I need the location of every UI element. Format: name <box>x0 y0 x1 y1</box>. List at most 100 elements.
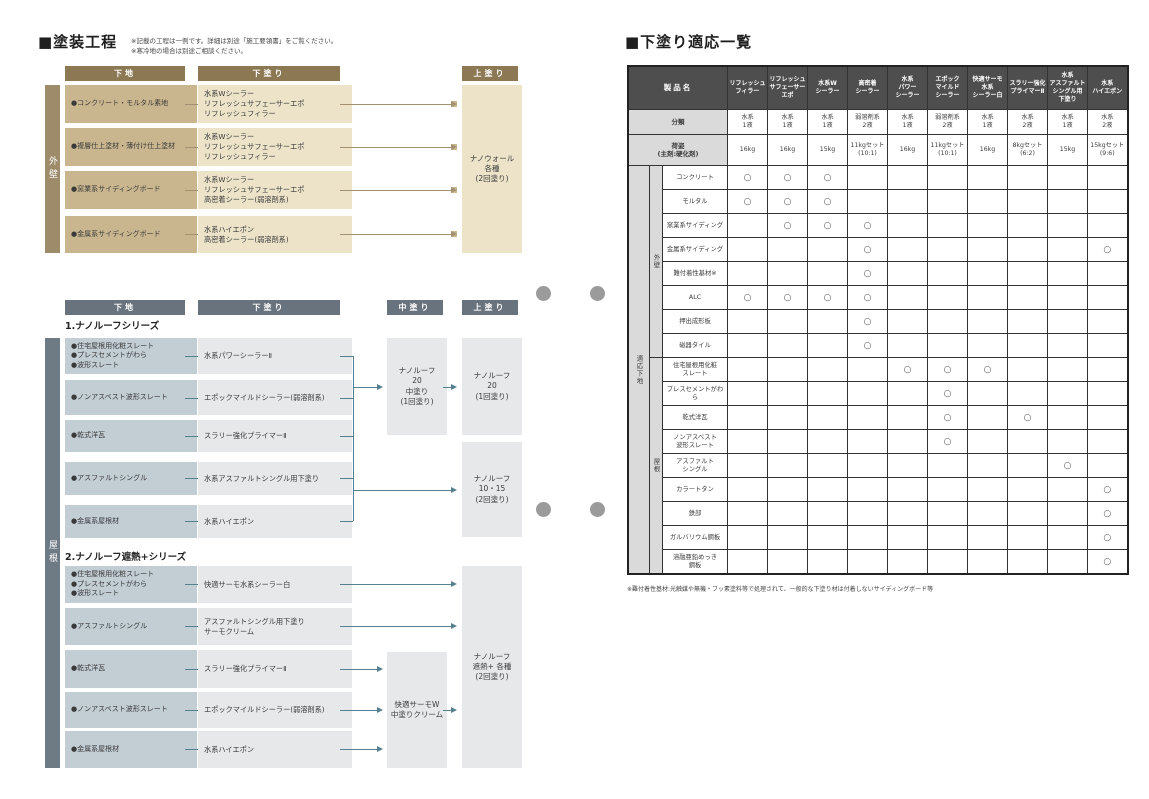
arrow-head-icon <box>451 144 457 150</box>
compat-empty <box>887 405 928 430</box>
compat-empty <box>1007 429 1048 454</box>
wall-header-under: 下塗り <box>198 66 340 81</box>
product-col-header: エポック マイルド シーラー <box>927 65 968 110</box>
connector-line <box>185 190 198 191</box>
product-name-header: 製品名 <box>627 65 728 110</box>
compat-empty <box>727 333 768 358</box>
pack-value: 15kgセット (9:6) <box>1087 134 1128 166</box>
substrate-name: コンクリート <box>662 165 728 190</box>
compat-empty <box>847 501 888 526</box>
arrow-head-icon <box>451 187 457 193</box>
arrow-head-icon <box>451 623 457 629</box>
compat-empty <box>967 237 1008 262</box>
compat-empty <box>727 261 768 286</box>
compat-empty <box>727 501 768 526</box>
substrate-name: 磁器タイル <box>662 333 728 358</box>
compat-empty <box>1007 237 1048 262</box>
compat-empty <box>887 165 928 190</box>
compat-empty <box>1047 213 1088 238</box>
compat-empty <box>887 549 928 575</box>
product-col-header: 水系W シーラー <box>807 65 848 110</box>
binder-hole <box>536 286 551 301</box>
table-row: モルタル ○ ○ ○ <box>628 189 1128 214</box>
connector-line <box>340 478 353 479</box>
compat-empty <box>927 261 968 286</box>
class-value: 弱溶剤系 2液 <box>847 109 888 135</box>
compat-empty <box>1047 333 1088 358</box>
substrate-name: ノンアスベスト 波形スレート <box>662 429 728 454</box>
group-label: 外壁 <box>649 165 663 358</box>
table-row: プレスセメントがわら ○ <box>628 381 1128 406</box>
compat-empty <box>807 261 848 286</box>
class-value: 水系 1液 <box>807 109 848 135</box>
compat-empty <box>1047 357 1088 382</box>
compat-empty <box>767 429 808 454</box>
compat-empty <box>887 453 928 478</box>
class-label: 分類 <box>627 109 728 135</box>
roof2-under-3: スラリー強化プライマーⅡ <box>198 650 352 688</box>
arrow-head-icon <box>451 581 457 587</box>
compat-empty <box>767 405 808 430</box>
compat-empty <box>967 309 1008 334</box>
wall-base-4: ●金属系サイディングボード <box>65 216 197 253</box>
table-row: 金属系サイディング ○ ○ <box>628 237 1128 262</box>
connector-line <box>185 521 198 522</box>
arrow-head-icon <box>377 707 383 713</box>
connector-line <box>185 626 198 627</box>
compat-empty <box>1007 165 1048 190</box>
connector-line <box>353 387 377 388</box>
compat-empty <box>1087 213 1128 238</box>
substrate-name: 乾式洋瓦 <box>662 405 728 430</box>
compat-empty <box>727 525 768 550</box>
compat-empty <box>727 237 768 262</box>
compat-circle: ○ <box>727 285 768 310</box>
roof2-base-5: ●金属系屋根材 <box>65 731 197 768</box>
product-col-header: 快適サーモ 水系 シーラー白 <box>967 65 1008 110</box>
table-row: 押出成形板 ○ <box>628 309 1128 334</box>
arrow-head-icon <box>377 384 383 390</box>
compat-empty <box>767 525 808 550</box>
compat-circle: ○ <box>1087 237 1128 262</box>
roof1-under-3: スラリー強化プライマーⅡ <box>198 420 352 452</box>
table-row: 適応下地 外壁 コンクリート ○ ○ ○ <box>627 165 1128 575</box>
compat-empty <box>887 333 928 358</box>
compat-empty <box>767 549 808 575</box>
compat-empty <box>1007 309 1048 334</box>
compat-empty <box>1087 381 1128 406</box>
arrow-head-icon <box>451 231 457 237</box>
compat-empty <box>807 357 848 382</box>
compat-circle: ○ <box>727 165 768 190</box>
product-header-row: 製品名 リフレッシュ フィラー リフレッシュ サフェーサー エポ 水系W シーラー高… <box>627 65 1128 110</box>
connector-line <box>185 669 198 670</box>
arrow-head-icon <box>377 746 383 752</box>
table-row: アスファルト シングル ○ <box>628 453 1128 478</box>
compat-circle: ○ <box>847 309 888 334</box>
connector-line <box>443 387 451 388</box>
compat-empty <box>967 453 1008 478</box>
compat-empty <box>887 525 928 550</box>
compat-empty <box>967 213 1008 238</box>
compat-empty <box>1087 285 1128 310</box>
compat-circle: ○ <box>767 189 808 214</box>
roof-header-mid: 中塗り <box>387 300 443 315</box>
compat-empty <box>807 405 848 430</box>
compat-empty <box>1007 381 1048 406</box>
compat-empty <box>1007 213 1048 238</box>
roof1-base-2: ●ノンアスベスト波形スレート <box>65 380 197 415</box>
substrate-name: 住宅屋根用化粧 スレート <box>662 357 728 382</box>
compat-circle: ○ <box>807 165 848 190</box>
substrate-name: 鉄部 <box>662 501 728 526</box>
compat-empty <box>927 285 968 310</box>
compat-empty <box>1047 501 1088 526</box>
compat-circle: ○ <box>767 285 808 310</box>
table-row: 窯業系サイディング ○ ○ ○ <box>628 213 1128 238</box>
compat-empty <box>927 525 968 550</box>
product-col-header: リフレッシュ フィラー <box>727 65 768 110</box>
compat-empty <box>847 525 888 550</box>
compat-empty <box>927 237 968 262</box>
roof-topcoat1015-box: ナノルーフ 10・15 (2回塗り) <box>462 442 522 537</box>
compat-empty <box>847 429 888 454</box>
pack-value: 15kg <box>807 134 848 166</box>
product-col-header: 水系 ハイエポン <box>1087 65 1128 110</box>
